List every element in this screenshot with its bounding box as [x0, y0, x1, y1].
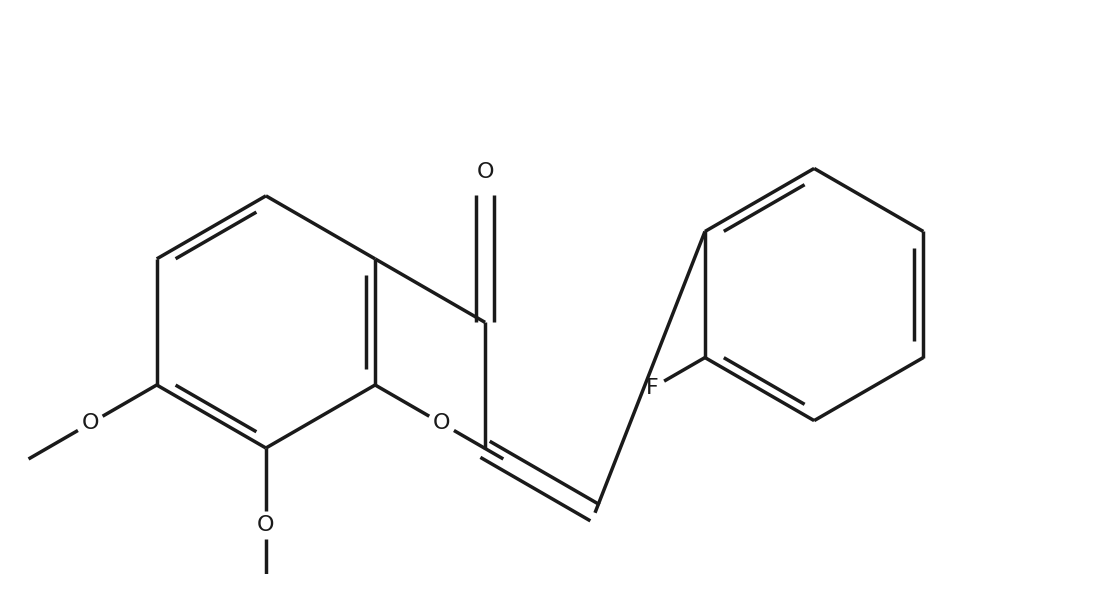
Text: O: O — [433, 413, 451, 433]
Text: O: O — [82, 413, 99, 433]
Text: F: F — [647, 378, 659, 398]
Text: O: O — [476, 162, 494, 182]
Text: O: O — [257, 515, 274, 535]
